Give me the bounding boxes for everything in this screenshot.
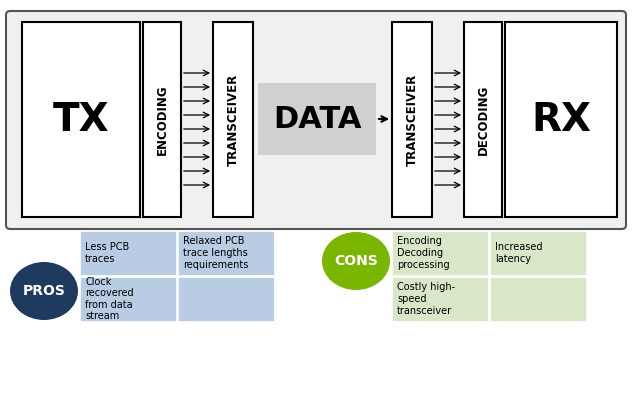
Text: Costly high-
speed
transceiver: Costly high- speed transceiver <box>397 282 455 316</box>
FancyBboxPatch shape <box>6 11 626 229</box>
Text: Increased
latency: Increased latency <box>495 242 543 264</box>
Ellipse shape <box>322 232 390 290</box>
Text: ENCODING: ENCODING <box>155 85 169 155</box>
Text: TRANSCEIVER: TRANSCEIVER <box>406 74 418 166</box>
Text: RX: RX <box>531 101 591 139</box>
Ellipse shape <box>10 262 78 320</box>
Text: Less PCB
traces: Less PCB traces <box>85 242 129 264</box>
Text: TX: TX <box>53 101 109 139</box>
Text: Clock
recovered
from data
stream: Clock recovered from data stream <box>85 277 134 321</box>
Text: CONS: CONS <box>334 254 378 268</box>
FancyBboxPatch shape <box>258 83 376 155</box>
Text: DECODING: DECODING <box>477 85 489 155</box>
FancyBboxPatch shape <box>490 277 586 321</box>
Text: TRANSCEIVER: TRANSCEIVER <box>226 74 240 166</box>
FancyBboxPatch shape <box>178 231 274 275</box>
FancyBboxPatch shape <box>80 277 176 321</box>
FancyBboxPatch shape <box>143 22 181 217</box>
Text: Encoding
Decoding
processing: Encoding Decoding processing <box>397 236 450 270</box>
FancyBboxPatch shape <box>505 22 617 217</box>
FancyBboxPatch shape <box>213 22 253 217</box>
FancyBboxPatch shape <box>392 22 432 217</box>
Text: Relaxed PCB
trace lengths
requirements: Relaxed PCB trace lengths requirements <box>183 236 249 270</box>
FancyBboxPatch shape <box>464 22 502 217</box>
FancyBboxPatch shape <box>22 22 140 217</box>
FancyBboxPatch shape <box>490 231 586 275</box>
FancyBboxPatch shape <box>178 277 274 321</box>
Text: DATA: DATA <box>273 104 361 133</box>
FancyBboxPatch shape <box>392 231 488 275</box>
FancyBboxPatch shape <box>392 277 488 321</box>
FancyBboxPatch shape <box>80 231 176 275</box>
Text: PROS: PROS <box>23 284 65 298</box>
